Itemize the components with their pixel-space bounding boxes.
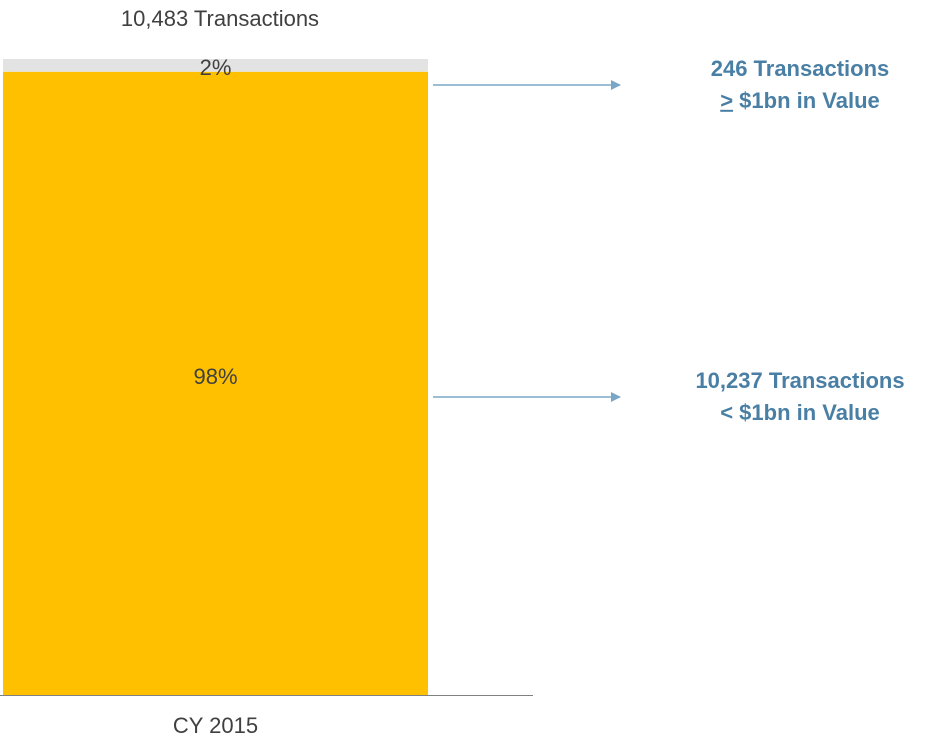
annotation: 246 Transactions bbox=[711, 56, 890, 81]
annotation: 10,237 Transactions bbox=[695, 368, 904, 393]
value-label: 2% bbox=[200, 55, 232, 80]
x-tick-label: CY 2015 bbox=[173, 713, 258, 738]
chart-title: 10,483 Transactions bbox=[121, 6, 319, 31]
annotation: > $1bn in Value bbox=[720, 88, 880, 113]
annotation: < $1bn in Value bbox=[720, 400, 880, 425]
bar-segment bbox=[3, 59, 428, 72]
value-label: 98% bbox=[193, 364, 237, 389]
bar-segment bbox=[3, 71, 428, 696]
